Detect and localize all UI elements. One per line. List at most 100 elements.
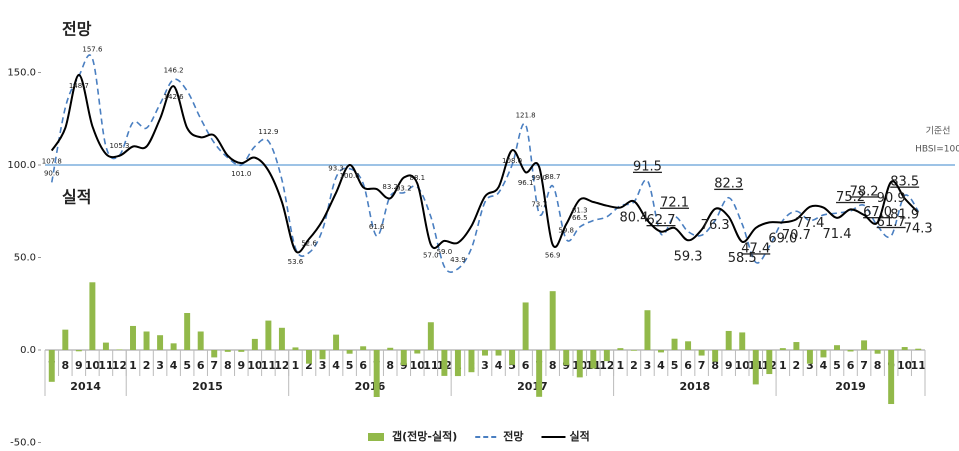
x-tick-label: 11 xyxy=(261,359,276,372)
value-label: 80.4 xyxy=(619,210,648,225)
value-label: 74.3 xyxy=(904,222,933,237)
gap-bar xyxy=(62,329,69,350)
gap-bar xyxy=(130,325,136,350)
x-tick-label: 3 xyxy=(481,359,489,372)
x-tick-label: 10 xyxy=(410,359,426,372)
x-tick-label: 11 xyxy=(423,359,438,372)
reference-label: 기준선 xyxy=(926,126,951,137)
value-label: 76.3 xyxy=(701,218,730,233)
gap-bar xyxy=(590,350,597,369)
x-tick-label: 1 xyxy=(617,359,625,372)
gap-bar xyxy=(766,350,773,375)
year-label: 2019 xyxy=(835,380,866,393)
year-label: 2014 xyxy=(70,380,101,393)
value-label: 146.2 xyxy=(164,67,184,75)
x-tick-label: 12 xyxy=(599,359,614,372)
value-label: 61.7 xyxy=(877,215,906,230)
value-label: 69.0 xyxy=(768,231,797,246)
gap-bar xyxy=(712,350,719,362)
gap-bar xyxy=(617,348,624,350)
gap-bar xyxy=(536,350,543,397)
x-tick-label: 11 xyxy=(98,359,113,372)
series-line xyxy=(50,54,919,273)
gap-bar xyxy=(360,346,367,350)
x-tick-label: 1 xyxy=(779,359,787,372)
value-label: 43.9 xyxy=(450,256,466,264)
x-tick-label: 5 xyxy=(671,359,679,372)
gap-bar xyxy=(400,350,407,366)
value-label: 99.0 xyxy=(531,174,547,182)
x-tick-label: 4 xyxy=(657,359,665,372)
value-label: 59.0 xyxy=(437,248,453,256)
x-tick-label: 3 xyxy=(156,359,164,372)
value-label: 72.1 xyxy=(660,196,689,211)
value-label: 81.9 xyxy=(890,207,919,222)
gap-bar xyxy=(671,338,678,350)
year-label: 2018 xyxy=(680,380,711,393)
value-label: 47.4 xyxy=(741,241,770,256)
x-tick-label: 10 xyxy=(735,359,751,372)
gap-bar xyxy=(888,350,895,405)
x-tick-label: 9 xyxy=(75,359,83,372)
y-tick-label: 100.0 xyxy=(7,160,36,171)
x-tick-label: 3 xyxy=(806,359,814,372)
gap-bar xyxy=(779,348,786,350)
gap-bar xyxy=(197,331,204,350)
y-tick-label: 0.0 xyxy=(20,345,36,356)
legend-label: 갭(전망-실적) xyxy=(392,429,457,443)
x-tick-label: 6 xyxy=(522,359,530,372)
value-label: 66.5 xyxy=(572,214,588,222)
gap-bar xyxy=(861,340,868,350)
legend-swatch xyxy=(368,433,384,441)
x-tick-label: 12 xyxy=(112,359,127,372)
y-tick-label: 50.0 xyxy=(14,253,36,264)
gap-bar xyxy=(48,350,55,382)
x-tick-label: 10 xyxy=(247,359,263,372)
gap-bar xyxy=(224,350,231,352)
gap-bar xyxy=(739,332,746,350)
value-label: 107.8 xyxy=(42,158,62,166)
gap-bar xyxy=(292,347,299,350)
x-tick-label: 3 xyxy=(319,359,327,372)
gap-bar xyxy=(157,335,164,350)
value-label: 108.0 xyxy=(502,157,522,165)
x-tick-label: 6 xyxy=(359,359,367,372)
value-label: 90.6 xyxy=(44,169,60,177)
x-tick-label: 2 xyxy=(793,359,801,372)
value-label: 101.0 xyxy=(231,170,251,178)
value-label: 59.8 xyxy=(558,226,574,234)
gap-bar xyxy=(698,350,705,356)
gap-bar xyxy=(333,334,340,350)
x-tick-label: 8 xyxy=(386,359,394,372)
gap-bar xyxy=(522,302,529,350)
value-label: 71.4 xyxy=(823,227,852,242)
value-label: 105.3 xyxy=(109,142,129,150)
value-label: 93.2 xyxy=(396,185,412,193)
x-tick-label: 6 xyxy=(847,359,855,372)
annotation: 전망 xyxy=(62,20,92,39)
y-tick-label: 150.0 xyxy=(7,68,36,79)
gap-bar xyxy=(603,350,610,362)
x-tick-label: 8 xyxy=(874,359,882,372)
gap-bar xyxy=(116,349,123,350)
gap-bar xyxy=(563,350,570,366)
x-tick-label: 4 xyxy=(332,359,340,372)
value-label: 100.0 xyxy=(340,172,360,180)
x-tick-label: 9 xyxy=(400,359,408,372)
x-tick-label: 8 xyxy=(549,359,557,372)
gap-bar xyxy=(847,350,854,352)
value-label: 70.7 xyxy=(782,228,811,243)
x-tick-label: 5 xyxy=(346,359,354,372)
value-label: 59.3 xyxy=(674,249,703,264)
reference-label: HBSI=100 xyxy=(915,145,959,155)
year-label: 2016 xyxy=(355,380,386,393)
gap-bar xyxy=(427,322,434,350)
gap-bar xyxy=(373,350,380,397)
value-label: 67.0 xyxy=(863,205,892,220)
x-tick-label: 2 xyxy=(143,359,151,372)
x-tick-label: 5 xyxy=(508,359,516,372)
gap-bar xyxy=(306,350,312,364)
gap-bar xyxy=(685,341,692,350)
x-tick-label: 10 xyxy=(897,359,913,372)
gap-bar xyxy=(454,350,461,377)
